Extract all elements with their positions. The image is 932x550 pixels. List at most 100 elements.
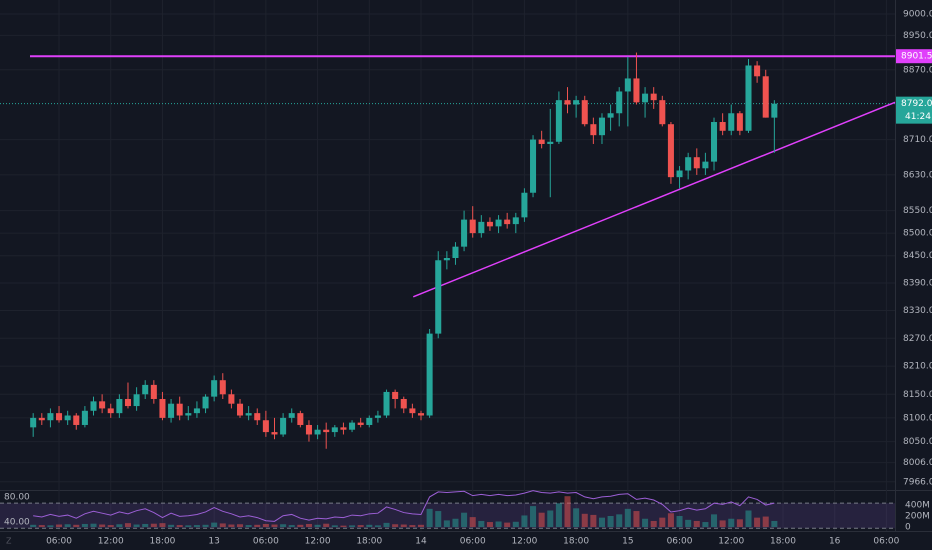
volume-tick-label: 0 xyxy=(905,523,911,533)
volume-bar xyxy=(142,523,149,527)
volume-bar xyxy=(650,520,657,527)
candle-body xyxy=(711,122,718,162)
candle-body xyxy=(469,219,476,234)
volume-bar xyxy=(280,524,287,527)
candle-body xyxy=(349,422,356,430)
x-tick-label: 06:00 xyxy=(46,537,72,547)
candle-body xyxy=(650,93,657,101)
candle-body xyxy=(280,417,287,435)
volume-bar xyxy=(461,512,468,527)
y-tick-label: 8006.0 xyxy=(903,458,932,468)
volume-bar xyxy=(771,520,778,527)
volume-bar xyxy=(486,522,493,527)
candle-body xyxy=(417,413,425,416)
candle-body xyxy=(728,113,735,131)
candle-body xyxy=(504,219,511,225)
candle-body xyxy=(486,221,493,227)
candle-body xyxy=(245,413,252,416)
candle-body xyxy=(202,396,209,409)
y-tick-label: 8150.0 xyxy=(903,390,932,400)
volume-bar xyxy=(340,525,347,527)
logo: Z xyxy=(6,537,12,546)
candle-body xyxy=(564,100,571,105)
candle-body xyxy=(598,117,605,136)
volume-bar xyxy=(469,517,476,527)
candle-body xyxy=(271,432,278,435)
candle-body xyxy=(262,420,269,433)
candle-body xyxy=(667,124,674,178)
y-tick-label: 8870.0 xyxy=(903,65,932,75)
candle-body xyxy=(495,219,502,227)
volume-bar xyxy=(616,514,623,527)
volume-bar xyxy=(573,508,580,527)
y-tick-label: 8550.0 xyxy=(903,206,932,216)
volume-bar xyxy=(30,524,37,527)
volume-bar xyxy=(512,521,519,527)
candle-body xyxy=(521,192,528,218)
y-tick-label: 8710.0 xyxy=(903,135,932,145)
candle-body xyxy=(124,398,131,407)
candle-body xyxy=(685,157,692,171)
candle-body xyxy=(581,100,588,125)
x-tick-label: 06:00 xyxy=(667,537,693,547)
volume-bar xyxy=(366,524,373,527)
volume-bar xyxy=(521,515,528,527)
x-tick-label: 06:00 xyxy=(253,537,279,547)
volume-bar xyxy=(736,519,743,527)
candle-body xyxy=(133,394,140,407)
volume-bar xyxy=(288,525,295,527)
volume-bar xyxy=(314,524,321,527)
resistance-label: 8901.5 xyxy=(901,52,932,62)
candle-body xyxy=(81,410,88,425)
candle-body xyxy=(478,221,485,234)
volume-bar xyxy=(547,510,554,527)
volume-bar xyxy=(745,510,752,527)
candle-body xyxy=(357,422,364,425)
candle-body xyxy=(64,415,71,421)
volume-bar xyxy=(555,503,562,527)
volume-bar xyxy=(702,522,709,527)
candle-body xyxy=(193,408,200,414)
candle-body xyxy=(771,103,778,118)
volume-bar xyxy=(193,525,200,527)
candle-body xyxy=(159,398,166,418)
volume-bar xyxy=(538,512,545,527)
volume-bar xyxy=(99,524,106,527)
volume-bar xyxy=(409,525,416,527)
volume-bar xyxy=(185,525,192,527)
candle-body xyxy=(116,398,123,414)
volume-bar xyxy=(452,518,459,527)
volume-bar xyxy=(159,523,166,527)
volume-bar xyxy=(667,513,674,527)
trendline xyxy=(412,101,896,298)
candle-body xyxy=(392,391,399,399)
volume-bar xyxy=(504,522,511,527)
volume-bar xyxy=(728,518,735,527)
candle-body xyxy=(73,415,80,425)
last-price-label: 8792.0 xyxy=(901,99,932,109)
candle-body xyxy=(719,122,726,131)
candle-body xyxy=(702,161,709,169)
volume-bar xyxy=(400,524,407,527)
candle-body xyxy=(555,100,562,142)
volume-bar xyxy=(124,523,131,527)
candle-body xyxy=(219,380,226,395)
volume-bar xyxy=(228,524,235,527)
resistance-label-box xyxy=(896,49,932,64)
y-tick-label: 8050.0 xyxy=(903,437,932,447)
volume-bar xyxy=(357,525,364,527)
candle-body xyxy=(461,219,468,247)
x-tick-label: 12:00 xyxy=(98,537,124,547)
candle-body xyxy=(607,113,614,118)
volume-tick-label: 400M xyxy=(905,501,930,511)
volume-bar xyxy=(176,525,183,527)
candle-body xyxy=(573,100,580,105)
volume-bar xyxy=(693,520,700,527)
candle-body xyxy=(409,408,416,414)
y-tick-label: 9000.0 xyxy=(903,10,932,20)
volume-bar xyxy=(254,524,261,527)
volume-bar xyxy=(202,524,209,527)
candle-body xyxy=(736,113,743,131)
candle-body xyxy=(314,429,321,435)
